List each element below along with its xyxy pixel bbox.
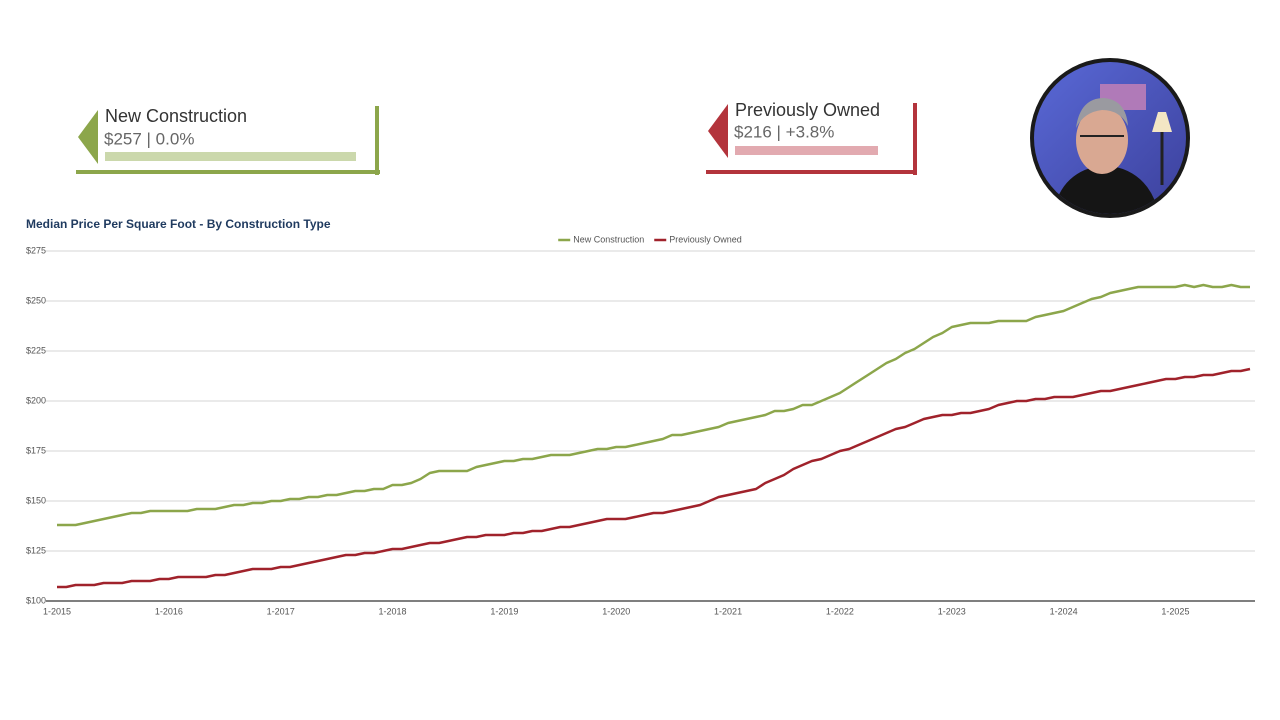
y-tick-label: $250 — [26, 295, 46, 305]
x-tick-label: 1-2025 — [1161, 606, 1189, 616]
hair — [1076, 98, 1128, 128]
bar-decoration — [735, 146, 878, 155]
x-tick-label: 1-2022 — [826, 606, 854, 616]
legend: New Construction Previously Owned — [558, 234, 742, 244]
callout-title: New Construction — [105, 106, 247, 126]
x-tick-label: 1-2017 — [267, 606, 295, 616]
series-line — [57, 367, 1251, 589]
y-tick-label: $275 — [26, 245, 46, 255]
x-tick-label: 1-2023 — [938, 606, 966, 616]
y-tick-label: $175 — [26, 445, 46, 455]
callout-value: $216 | +3.8% — [734, 122, 834, 141]
arrow — [708, 104, 728, 158]
lamp — [1152, 112, 1172, 132]
callout-title: Previously Owned — [735, 100, 880, 120]
y-tick-label: $100 — [26, 595, 46, 605]
chart-title: Median Price Per Square Foot - By Constr… — [26, 217, 331, 231]
legend-label: Previously Owned — [669, 234, 742, 244]
callout-new-construction: New Construction $257 | 0.0% — [76, 106, 380, 175]
callout-value: $257 | 0.0% — [104, 129, 194, 148]
arrow — [78, 110, 98, 164]
x-tick-label: 1-2024 — [1050, 606, 1078, 616]
series-line — [57, 283, 1250, 527]
face — [1076, 106, 1128, 174]
legend-label: New Construction — [573, 234, 644, 244]
x-tick-label: 1-2021 — [714, 606, 742, 616]
y-tick-label: $150 — [26, 495, 46, 505]
y-tick-label: $225 — [26, 345, 46, 355]
callout-previously-owned: Previously Owned $216 | +3.8% — [706, 100, 917, 175]
x-tick-label: 1-2019 — [490, 606, 518, 616]
x-tick-label: 1-2015 — [43, 606, 71, 616]
bar-decoration — [105, 152, 356, 161]
x-tick-label: 1-2018 — [379, 606, 407, 616]
shirt — [1052, 165, 1160, 214]
webcam — [1030, 58, 1190, 218]
x-tick-label: 1-2016 — [155, 606, 183, 616]
chart: Median Price Per Square Foot - By Constr… — [26, 217, 1255, 616]
y-tick-label: $125 — [26, 545, 46, 555]
y-tick-label: $200 — [26, 395, 46, 405]
x-tick-label: 1-2020 — [602, 606, 630, 616]
